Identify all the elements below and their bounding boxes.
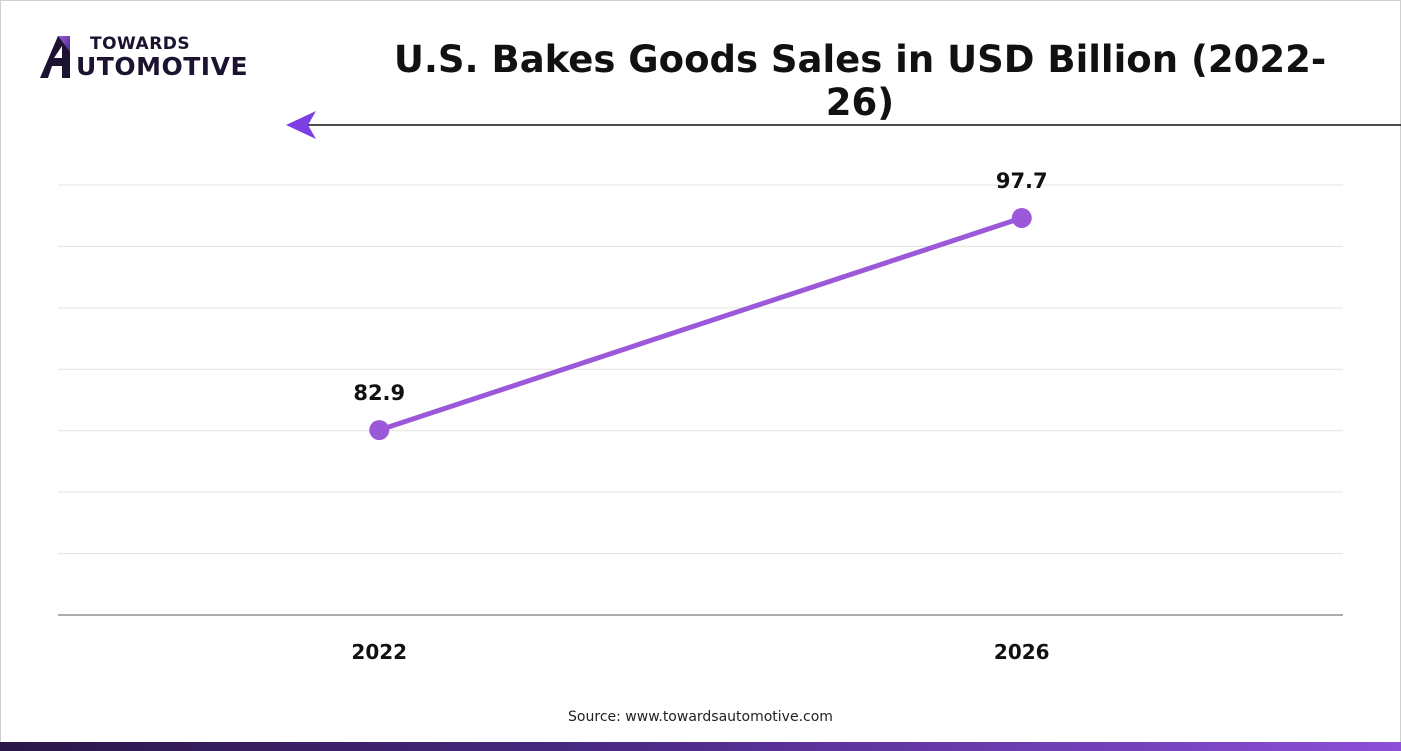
series-line [376,215,1025,433]
left-arrow-icon [286,111,316,139]
data-point [369,420,390,441]
source-note: Source: www.towardsautomotive.com [568,709,833,725]
data-label: 82.9 [353,381,405,405]
brand-logo: TOWARDS UTOMOTIVE [36,32,286,88]
bottom-gradient-bar [0,742,1401,751]
line-chart: 82.9 97.7 2022 2026 [58,169,1343,664]
brand-line2: UTOMOTIVE [76,52,249,81]
logo-mark-icon [40,36,70,78]
decorative-arrow [286,111,1401,139]
x-tick-label: 2022 [351,640,407,664]
brand-line1: TOWARDS [90,34,191,54]
chart-title: U.S. Bakes Goods Sales in USD Billion (2… [393,38,1327,124]
data-point [1011,207,1032,228]
data-label: 97.7 [996,169,1048,193]
x-tick-label: 2026 [994,640,1050,664]
